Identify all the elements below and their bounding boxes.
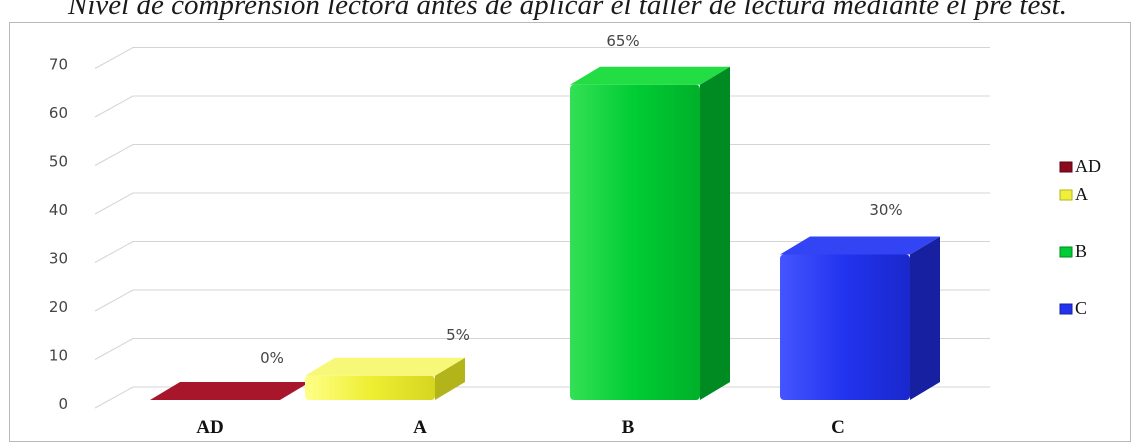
y-axis-ticks: 0 10 20 30 40 50 60 70 [49,56,68,414]
bar-top-C [780,236,940,255]
gridline-diag [94,95,134,118]
legend-label: A [1075,184,1088,204]
gridline-diag [94,289,134,312]
bar-side-A [435,357,465,400]
legend-label: C [1075,298,1087,318]
data-label-C: 30% [869,201,902,219]
bar-front-A [305,375,435,400]
x-tick-label: A [413,417,427,438]
y-tick-label: 20 [49,298,68,316]
y-tick-label: 60 [49,104,68,122]
legend: AD A B C [1059,156,1101,318]
data-label-A: 5% [446,326,470,344]
gridline-diag [94,338,134,360]
legend-item-AD: AD [1059,156,1101,176]
bar-side-C [910,236,940,400]
gridline-diag [94,241,134,263]
legend-item-B: B [1059,241,1087,261]
x-tick-label: AD [196,417,223,438]
gridline-diag [94,192,134,215]
x-axis-categories: AD A B C [196,417,845,438]
bar-top-AD [150,382,310,400]
legend-swatch [1059,246,1073,258]
legend-swatch [1059,303,1073,315]
gridline-diag [94,144,134,166]
legend-label: B [1075,241,1087,261]
bar-top-B [570,66,730,85]
legend-swatch [1059,161,1073,173]
page-title: Nivel de comprensión lectora antes de ap… [68,0,1067,21]
y-tick-label: 70 [49,56,68,74]
y-tick-label: 0 [58,395,68,413]
gridline-diag [94,47,134,69]
legend-swatch [1059,189,1073,201]
legend-label: AD [1075,156,1101,176]
legend-item-C: C [1059,298,1087,318]
data-labels: 0% 5% 65% 30% [260,32,903,367]
y-tick-label: 50 [49,153,68,171]
x-tick-label: C [831,417,845,438]
y-tick-label: 10 [49,347,68,365]
data-label-AD: 0% [260,349,284,367]
bars [150,66,940,400]
y-tick-label: 40 [49,201,68,219]
bar-side-B [700,66,730,400]
bar-top-A [305,357,465,376]
y-tick-label: 30 [49,250,68,268]
bar-front-C [780,254,910,400]
data-label-B: 65% [606,32,639,50]
bar-front-B [570,84,700,400]
x-tick-label: B [622,417,635,438]
legend-item-A: A [1059,184,1088,204]
gridline-diag [94,386,134,409]
